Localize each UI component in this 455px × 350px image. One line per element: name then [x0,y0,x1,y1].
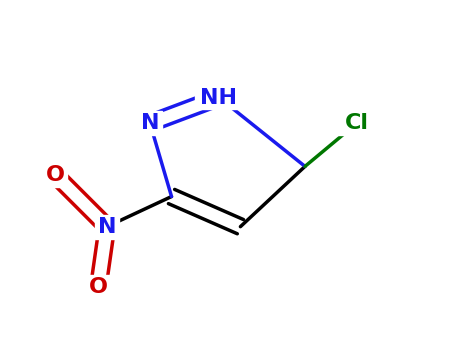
Bar [43,163,67,187]
Bar [195,86,243,109]
Text: N: N [141,113,159,133]
Text: O: O [89,277,108,297]
Text: NH: NH [200,88,238,107]
Bar [138,112,162,135]
Bar [333,112,380,135]
Text: O: O [46,165,65,185]
Text: N: N [98,217,116,237]
Bar [86,275,110,299]
Bar [95,215,119,238]
Text: Cl: Cl [345,113,369,133]
